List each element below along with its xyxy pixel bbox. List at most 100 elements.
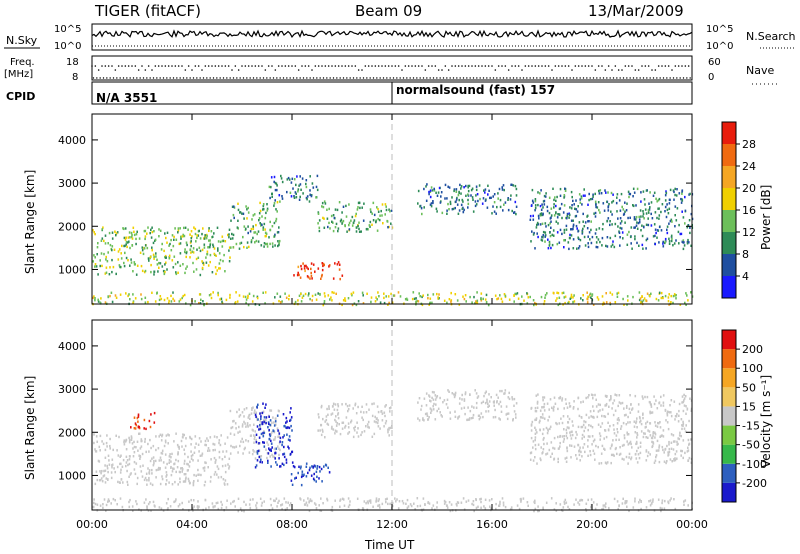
echo-cell [151, 457, 153, 460]
echo-cell [361, 431, 363, 434]
frequency-point [394, 65, 397, 67]
echo-cell [325, 464, 328, 467]
power-echo-field [92, 174, 694, 307]
echo-cell [258, 455, 261, 459]
echo-cell [370, 296, 373, 299]
echo-cell [175, 498, 177, 501]
echo-cell [579, 499, 581, 502]
echo-cell [230, 246, 232, 249]
echo-cell [355, 230, 358, 233]
echo-cell [199, 249, 202, 253]
echo-cell [323, 302, 326, 305]
echo-cell [179, 264, 182, 267]
echo-cell [192, 247, 195, 250]
echo-cell [581, 455, 583, 458]
echo-cell [248, 245, 250, 249]
echo-cell [337, 261, 340, 264]
echo-cell [513, 211, 516, 214]
echo-cell [591, 197, 594, 201]
echo-cell [420, 404, 423, 408]
echo-cell [607, 209, 610, 212]
y-tick-label: 1000 [58, 263, 86, 276]
nave-point [252, 77, 255, 79]
echo-cell [369, 225, 371, 228]
noise-left-tick-top: 10^5 [54, 24, 81, 35]
frequency-point [177, 65, 180, 67]
nave-point [362, 77, 365, 79]
echo-cell [97, 300, 100, 303]
echo-cell [363, 430, 366, 433]
nave-point [369, 77, 371, 79]
echo-cell [664, 448, 666, 451]
echo-cell [676, 207, 679, 210]
echo-cell [586, 227, 589, 230]
echo-cell [597, 423, 600, 426]
echo-cell [149, 425, 152, 429]
echo-cell [274, 199, 276, 202]
echo-cell [423, 187, 425, 191]
echo-cell [437, 296, 439, 299]
echo-cell [144, 440, 146, 443]
echo-cell [289, 502, 292, 505]
echo-cell [597, 238, 600, 241]
echo-cell [593, 438, 596, 441]
nave-point [496, 77, 498, 79]
echo-cell [684, 222, 686, 225]
echo-cell [543, 405, 545, 409]
echo-cell [463, 398, 466, 401]
echo-cell [248, 292, 251, 295]
frequency-point [221, 65, 223, 67]
echo-cell [218, 456, 221, 459]
echo-cell [211, 271, 214, 274]
echo-cell [565, 431, 568, 435]
echo-cell [663, 451, 665, 454]
echo-cell [110, 476, 113, 480]
echo-cell [247, 294, 249, 298]
echo-cell [243, 500, 245, 504]
echo-cell [247, 296, 249, 299]
echo-cell [557, 457, 559, 461]
echo-cell [685, 412, 687, 415]
echo-cell [200, 473, 202, 477]
echo-cell [381, 419, 384, 422]
echo-cell [510, 183, 512, 186]
echo-cell [678, 434, 681, 437]
echo-cell [292, 465, 295, 468]
echo-cell [476, 299, 479, 302]
echo-cell [609, 220, 611, 223]
echo-cell [148, 469, 151, 472]
echo-cell [339, 498, 342, 501]
echo-cell [621, 231, 624, 234]
echo-cell [363, 500, 366, 503]
echo-cell [674, 458, 677, 462]
echo-cell [542, 428, 545, 431]
echo-cell [565, 224, 568, 228]
echo-cell [406, 498, 409, 502]
echo-cell [104, 448, 107, 452]
nave-point [499, 77, 501, 79]
echo-cell [159, 229, 162, 232]
echo-cell [346, 230, 348, 233]
echo-cell [389, 410, 391, 413]
echo-cell [580, 416, 583, 419]
echo-cell [645, 422, 647, 425]
echo-cell [158, 506, 161, 509]
echo-cell [99, 449, 101, 452]
echo-cell [588, 220, 590, 223]
echo-cell [607, 421, 609, 424]
echo-cell [674, 187, 676, 191]
echo-cell [675, 194, 678, 197]
echo-cell [486, 206, 489, 209]
echo-cell [550, 246, 552, 250]
echo-cell [634, 453, 637, 456]
echo-cell [678, 242, 680, 245]
echo-cell [311, 299, 313, 302]
echo-cell [133, 440, 135, 444]
echo-cell [598, 462, 600, 465]
echo-cell [474, 302, 476, 305]
echo-cell [389, 502, 391, 506]
echo-cell [161, 265, 164, 268]
echo-cell [270, 448, 272, 451]
echo-cell [136, 440, 139, 443]
echo-cell [317, 267, 320, 270]
